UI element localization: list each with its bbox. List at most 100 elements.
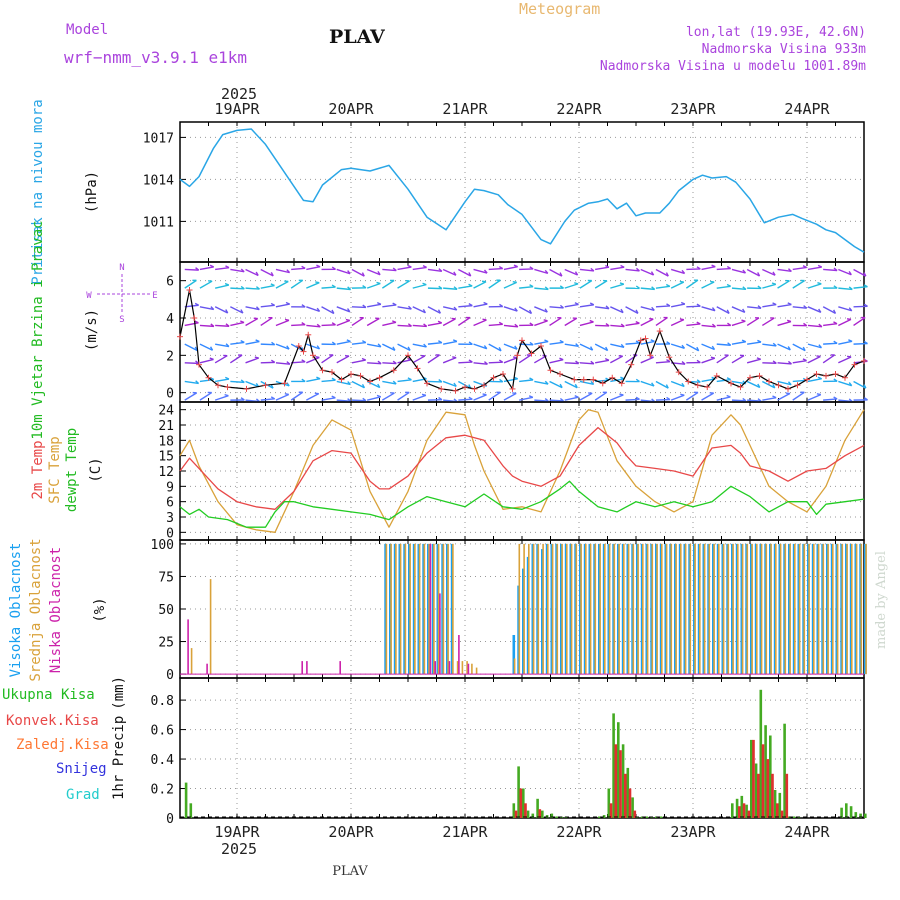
wind-vector	[549, 399, 564, 402]
precip-bar	[778, 792, 782, 818]
wind-vector-head	[818, 344, 823, 349]
wind-vector	[321, 379, 336, 383]
legend-snijeg: Snijeg	[56, 761, 107, 777]
wind-vector-head	[361, 272, 365, 277]
wind-vector	[519, 379, 534, 383]
cloud-bar	[803, 543, 806, 675]
cloud-bar	[627, 543, 630, 675]
wind-vector	[610, 394, 624, 401]
wind-panel: 0 2 4 6	[166, 261, 868, 403]
wind-vector-head	[254, 356, 259, 359]
cloud-panel: 0 25 50 75 100	[151, 538, 867, 683]
wind-vector-head	[468, 341, 473, 345]
precip-bar	[761, 744, 765, 818]
cloud-bar	[855, 543, 858, 675]
wind-vector-head	[635, 267, 640, 272]
cloud-bar	[475, 667, 478, 675]
wind-vector-head	[650, 339, 655, 343]
wind-title-label: 10m Vjetar Brzina i Pravac	[30, 220, 46, 439]
wind-vector-head	[710, 356, 715, 359]
wind-vector	[412, 343, 427, 348]
wind-vector-head	[498, 265, 504, 270]
elevation-text: Nadmorska Visina 933m	[702, 42, 867, 57]
y-tick-label: 0.6	[151, 724, 174, 739]
wind-vector-head	[392, 380, 397, 385]
wind-vector-head	[620, 323, 625, 328]
wind-vector	[184, 322, 199, 327]
wind-vector	[336, 340, 351, 345]
cloud-bar	[423, 543, 426, 675]
y-tick-label: 6	[166, 496, 174, 511]
wind-vector-head	[529, 322, 534, 326]
precip-bar	[621, 744, 625, 818]
wind-vector-head	[376, 301, 382, 305]
wind-vector-head	[514, 345, 518, 350]
wind-vector	[518, 306, 532, 315]
wind-vector-head	[270, 283, 275, 287]
wind-vector-head	[240, 339, 245, 344]
wind-vector-head	[833, 309, 837, 314]
wind-vector-head	[771, 282, 777, 285]
wind-vector	[838, 356, 852, 364]
cloud-bar	[817, 543, 820, 675]
wind-vector-head	[225, 265, 230, 269]
wind-vector	[488, 361, 503, 364]
wind-vector	[761, 317, 775, 327]
wind-vector-head	[848, 339, 853, 342]
wind-vector	[351, 399, 366, 402]
wind-vector	[366, 380, 381, 389]
wind-vector-head	[482, 393, 487, 396]
wind-vector	[503, 324, 518, 328]
y-tick-label: 0.8	[151, 694, 174, 709]
wind-vector	[473, 343, 488, 350]
wind-vector-head	[346, 308, 351, 313]
wind-vector	[397, 343, 411, 352]
wind-vector	[731, 287, 746, 291]
wind-vector	[746, 317, 760, 327]
wind-vector	[625, 306, 639, 314]
wind-vector	[534, 380, 549, 385]
cloud-bar	[390, 543, 392, 675]
wind-vector	[260, 304, 275, 308]
wind-vector	[731, 268, 746, 274]
wind-vector	[823, 268, 838, 272]
wind-vector-head	[787, 381, 792, 386]
wind-vector-head	[513, 264, 518, 268]
wind-vector	[655, 305, 670, 308]
wind-vector	[701, 266, 716, 271]
wind-vector-head	[710, 280, 715, 283]
wind-vector	[579, 280, 593, 289]
wind-vector	[838, 287, 853, 291]
wind-vector-head	[803, 305, 808, 309]
wind-vector-head	[742, 308, 746, 313]
cloud-bar	[618, 543, 620, 675]
product-title: Meteogram	[519, 0, 600, 18]
wind-vector	[610, 306, 624, 314]
bottom-date-label: 23APR	[670, 823, 716, 841]
wind-vector	[230, 380, 245, 384]
wind-vector-head	[195, 267, 200, 271]
wind-vector-head	[833, 285, 838, 289]
wind-vector-head	[817, 264, 823, 268]
wind-vector	[838, 340, 853, 345]
wind-vector-head	[816, 355, 821, 358]
wind-vector	[701, 281, 715, 289]
y-tick-label: 0	[166, 387, 174, 402]
temp2m-line	[179, 426, 865, 510]
wind-vector	[853, 268, 867, 277]
cloud-bar	[537, 543, 540, 675]
y-tick-label: 0.4	[151, 753, 175, 768]
wind-vector-head	[271, 341, 276, 346]
wind-vector	[792, 266, 807, 271]
wind-vector	[442, 318, 456, 327]
wind-vector	[503, 281, 517, 289]
wind-vector	[473, 362, 488, 365]
cloud-bar	[665, 543, 668, 675]
wind-vector	[716, 306, 730, 315]
precip-bar	[766, 759, 770, 818]
wind-vector	[215, 343, 230, 348]
wind-vector	[549, 358, 564, 364]
wind-vector-head	[315, 281, 320, 284]
cloud-bar	[532, 543, 535, 675]
